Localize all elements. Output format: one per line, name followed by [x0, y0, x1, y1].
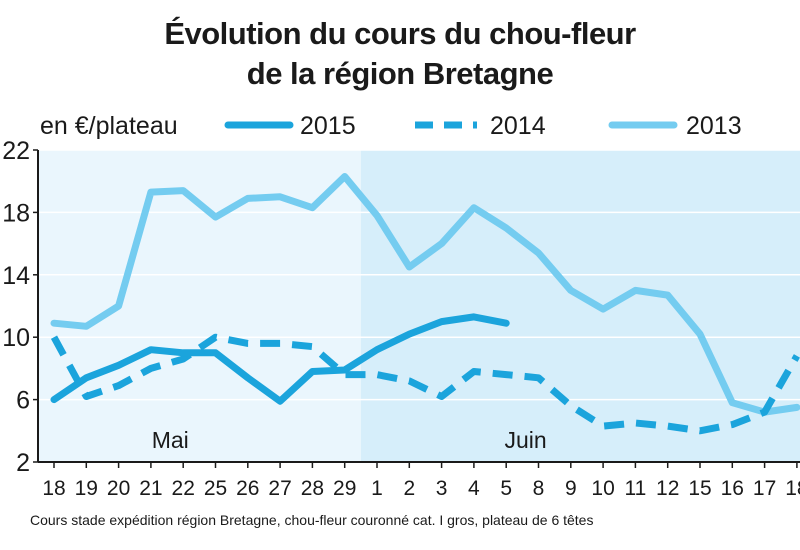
x-tick-label: 27	[268, 477, 291, 500]
chart-title-line2: de la région Bretagne	[246, 56, 554, 91]
x-tick-label: 22	[172, 477, 195, 500]
x-tick-label: 18	[42, 477, 65, 500]
x-tick-label: 10	[591, 477, 614, 500]
source-note: Cours stade expédition région Bretagne, …	[30, 512, 594, 528]
x-tick-label: 3	[436, 477, 448, 500]
x-tick-label: 16	[721, 477, 744, 500]
x-tick-label: 12	[656, 477, 679, 500]
x-tick-label: 28	[301, 477, 324, 500]
y-tick-label: 6	[16, 387, 30, 415]
x-tick-label: 5	[500, 477, 512, 500]
x-tick-label: 18	[785, 477, 800, 500]
x-tick-label: 29	[333, 477, 356, 500]
chart-title-line1: Évolution du cours du chou-fleur	[164, 16, 636, 51]
y-tick-label: 22	[2, 137, 30, 165]
series-line-2014	[50, 333, 800, 435]
month-panel-mai	[38, 150, 361, 462]
month-label: Mai	[152, 427, 189, 453]
series-line-2013	[50, 173, 800, 416]
x-tick-label: 20	[107, 477, 130, 500]
x-tick-label: 11	[624, 477, 646, 500]
x-tick-label: 2	[403, 477, 415, 500]
x-tick-label: 17	[753, 477, 776, 500]
x-tick-label: 21	[139, 477, 162, 500]
x-tick-label: 4	[468, 477, 480, 500]
y-tick-label: 2	[16, 449, 30, 477]
y-tick-label: 10	[2, 324, 30, 352]
x-tick-label: 26	[236, 477, 259, 500]
y-tick-label: 14	[2, 262, 30, 290]
series-line-2015	[50, 313, 510, 405]
chart-title: Évolution du cours du chou-fleur de la r…	[0, 14, 800, 94]
unit-label: en €/plateau	[40, 112, 178, 140]
x-tick-label: 9	[565, 477, 577, 500]
x-tick-label: 15	[688, 477, 711, 500]
y-tick-label: 18	[2, 199, 30, 227]
legend-label-2014: 2014	[490, 112, 546, 140]
legend-label-2013: 2013	[686, 112, 742, 140]
x-tick-label: 25	[204, 477, 227, 500]
month-label: Juin	[504, 427, 546, 453]
legend-label-2015: 2015	[300, 112, 356, 140]
x-tick-label: 19	[75, 477, 98, 500]
x-tick-label: 1	[371, 477, 383, 500]
x-tick-label: 8	[533, 477, 545, 500]
